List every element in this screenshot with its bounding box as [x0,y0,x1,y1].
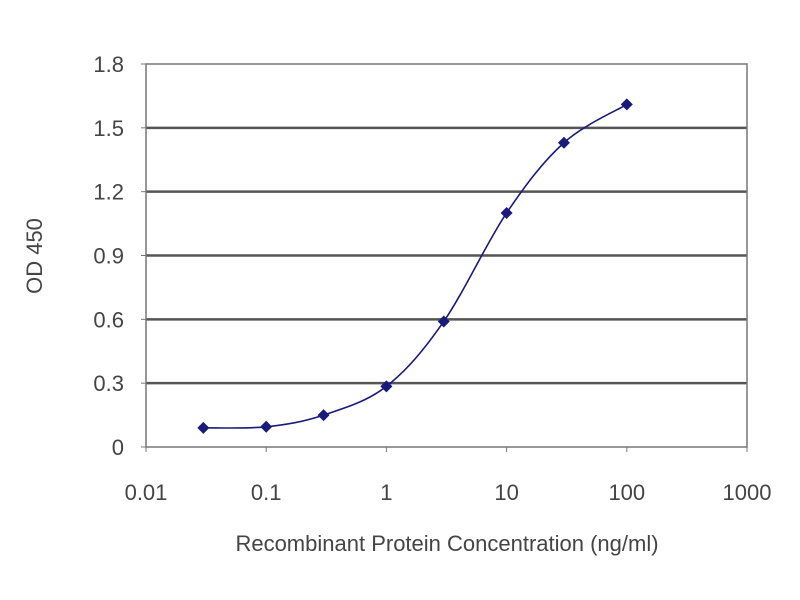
y-axis: 0 0.3 0.6 0.9 1.2 1.5 1.8 [93,52,146,460]
x-tick-label: 0.01 [125,480,168,505]
data-point-marker [380,380,393,393]
data-point-marker [500,206,513,219]
y-tick-label: 0.9 [93,244,124,269]
y-tick-label: 0.6 [93,307,124,332]
series-line [203,103,628,429]
data-point-marker [317,409,330,422]
x-tick-label: 1000 [723,480,772,505]
x-tick-label: 1 [380,480,392,505]
data-point-marker [557,136,570,149]
y-tick-label: 1.8 [93,52,124,77]
y-tick-label: 1.5 [93,116,124,141]
x-tick-label: 10 [494,480,518,505]
data-point-marker [437,315,450,328]
data-point-marker [197,421,210,434]
y-tick-label: 1.2 [93,180,124,205]
data-point-marker [260,420,273,433]
gridlines [146,126,747,385]
y-tick-label: 0.3 [93,371,124,396]
data-point-marker [620,98,633,111]
y-axis-label: OD 450 [22,218,47,294]
x-tick-label: 0.1 [251,480,282,505]
x-tick-label: 100 [608,480,645,505]
x-axis: 0.01 0.1 1 10 100 1000 [125,447,772,505]
y-tick-label: 0 [112,435,124,460]
x-axis-label: Recombinant Protein Concentration (ng/ml… [235,531,658,556]
data-points [197,98,633,434]
